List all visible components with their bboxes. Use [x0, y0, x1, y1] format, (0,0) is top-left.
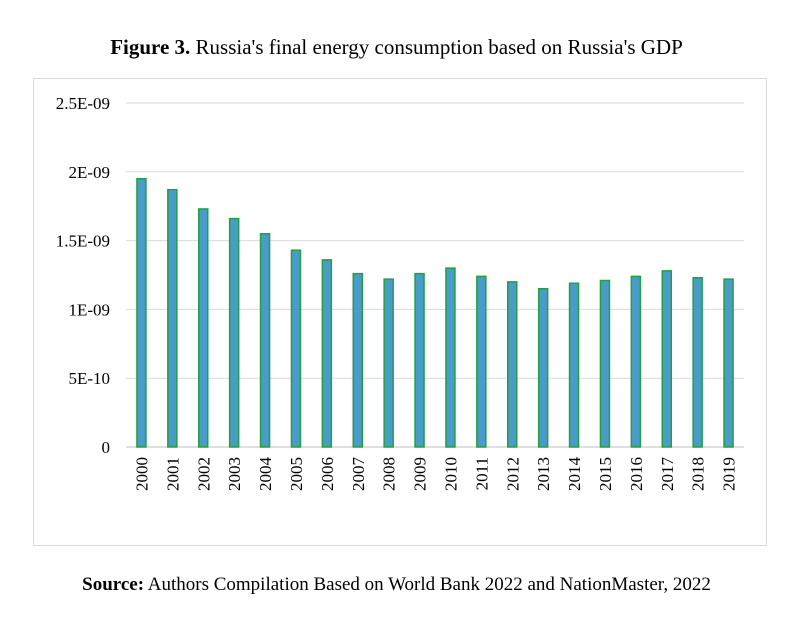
x-tick-label: 2017: [658, 457, 677, 492]
x-tick-label: 2016: [627, 457, 646, 491]
bar: [507, 281, 518, 448]
y-tick-label: 2E-09: [68, 163, 110, 182]
x-tick-label: 2009: [411, 457, 430, 491]
bar: [661, 270, 672, 448]
x-tick-label: 2019: [720, 457, 739, 491]
x-tick-label: 2018: [689, 457, 708, 491]
bar: [228, 217, 240, 448]
x-tick-label: 2008: [380, 457, 399, 491]
figure-label: Figure 3.: [110, 35, 191, 59]
y-tick-label: 1E-09: [68, 300, 110, 319]
x-tick-label: 2013: [534, 457, 553, 491]
x-tick-label: 2004: [256, 457, 275, 492]
bar: [259, 232, 271, 448]
bar: [723, 278, 734, 448]
y-tick-label: 0: [102, 438, 111, 457]
x-tick-label: 2003: [225, 457, 244, 491]
bar: [568, 282, 580, 448]
bar: [630, 275, 642, 448]
x-tick-label: 2011: [472, 457, 491, 490]
bar: [414, 272, 425, 448]
figure-caption: Figure 3. Russia's final energy consumpt…: [0, 34, 793, 60]
bar: [445, 267, 456, 448]
x-tick-label: 2010: [441, 457, 460, 491]
bar: [136, 177, 147, 448]
x-tick-label: 2001: [163, 457, 182, 491]
x-tick-label: 2007: [349, 457, 368, 492]
source-text: Authors Compilation Based on World Bank …: [144, 574, 711, 595]
x-tick-label: 2014: [565, 457, 584, 492]
x-tick-label: 2005: [287, 457, 306, 491]
bar: [290, 249, 302, 448]
chart-frame: 0 5E-10 1E-09 1.5E-09 2E-09 2.5E-09 2000 2001 20…: [33, 78, 767, 546]
source-label: Source:: [82, 574, 145, 595]
bar: [167, 188, 178, 448]
y-tick-label: 1.5E-09: [56, 232, 110, 251]
bar: [599, 279, 611, 448]
bar: [321, 259, 333, 448]
x-tick-label: 2015: [596, 457, 615, 491]
bar: [198, 208, 209, 448]
bar: [476, 275, 487, 448]
x-tick-label: 2000: [132, 457, 151, 491]
x-tick-label: 2002: [194, 457, 213, 491]
bar: [383, 278, 394, 448]
bar-chart: 0 5E-10 1E-09 1.5E-09 2E-09 2.5E-09 2000 2001 20…: [56, 94, 744, 492]
source-note: Source: Authors Compilation Based on Wor…: [0, 573, 793, 597]
x-tick-label: 2006: [318, 457, 337, 491]
y-tick-label: 5E-10: [68, 369, 110, 388]
figure-title: Russia's final energy consumption based …: [190, 35, 683, 59]
bar: [692, 277, 703, 448]
bar: [537, 288, 549, 448]
y-tick-label: 2.5E-09: [56, 94, 110, 113]
x-tick-label: 2012: [503, 457, 522, 491]
bar: [352, 272, 363, 448]
